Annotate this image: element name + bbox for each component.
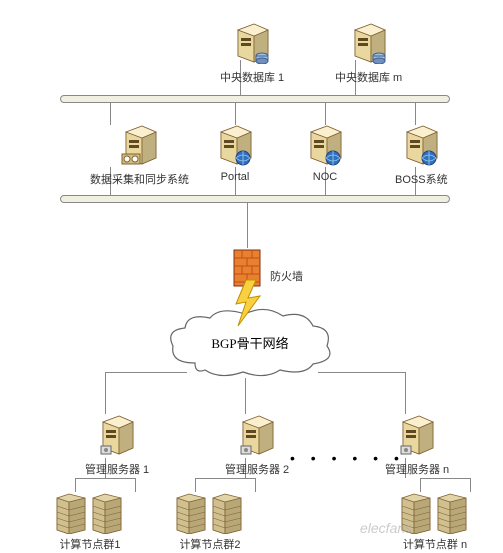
watermark: elecfans [360, 520, 412, 536]
network-diagram: 中央数据库 1 中央数据库 m 数据采集和同步系统 [0, 0, 503, 553]
lightning-icon [228, 278, 268, 331]
bus-bottom [60, 195, 450, 203]
rack2-label: 计算节点群2 [179, 536, 240, 552]
noc-label: NOC [313, 171, 337, 183]
portal-icon [215, 122, 255, 169]
mgr2-label: 管理服务器 2 [225, 461, 289, 477]
connector [420, 478, 470, 479]
mgr-server-2: 管理服务器 2 [225, 412, 289, 477]
boss-server: BOSS系统 [395, 122, 448, 187]
connector [245, 378, 246, 414]
connector [195, 478, 255, 479]
connector [247, 203, 248, 248]
compute-rack-1: 计算节点群1 [55, 490, 125, 552]
boss-icon [401, 122, 441, 169]
portal-label: Portal [221, 171, 250, 183]
collector-icon [120, 122, 160, 169]
connector [135, 478, 136, 492]
rack2-icon [175, 490, 245, 534]
boss-label: BOSS系统 [395, 171, 448, 187]
compute-rack-2: 计算节点群2 [175, 490, 245, 552]
connector [105, 372, 106, 414]
central-db-m: 中央数据库 m [335, 20, 402, 85]
firewall-label: 防火墙 [270, 268, 303, 284]
noc-server: NOC [305, 122, 345, 183]
mgr-server-1: 管理服务器 1 [85, 412, 149, 477]
dbm-icon [349, 20, 389, 67]
bus-top [60, 95, 450, 103]
mgr2-icon [237, 412, 277, 459]
connector [405, 372, 406, 414]
ellipsis-dots: • • • • • • [290, 450, 405, 466]
mgr-server-n: 管理服务器 n [385, 412, 449, 477]
dbm-label: 中央数据库 m [335, 69, 402, 85]
connector [470, 478, 471, 492]
data-collector: 数据采集和同步系统 [90, 122, 189, 187]
db1-icon [232, 20, 272, 67]
noc-icon [305, 122, 345, 169]
mgr1-label: 管理服务器 1 [85, 461, 149, 477]
rack1-label: 计算节点群1 [59, 536, 120, 552]
connector [75, 478, 135, 479]
collector-label: 数据采集和同步系统 [90, 171, 189, 187]
rackn-label: 计算节点群 n [403, 536, 467, 552]
svg-text:BGP骨干网络: BGP骨干网络 [211, 336, 288, 351]
db1-label: 中央数据库 1 [220, 69, 284, 85]
central-db-1: 中央数据库 1 [220, 20, 284, 85]
connector [255, 478, 256, 492]
rack1-icon [55, 490, 125, 534]
portal-server: Portal [215, 122, 255, 183]
mgr1-icon [97, 412, 137, 459]
